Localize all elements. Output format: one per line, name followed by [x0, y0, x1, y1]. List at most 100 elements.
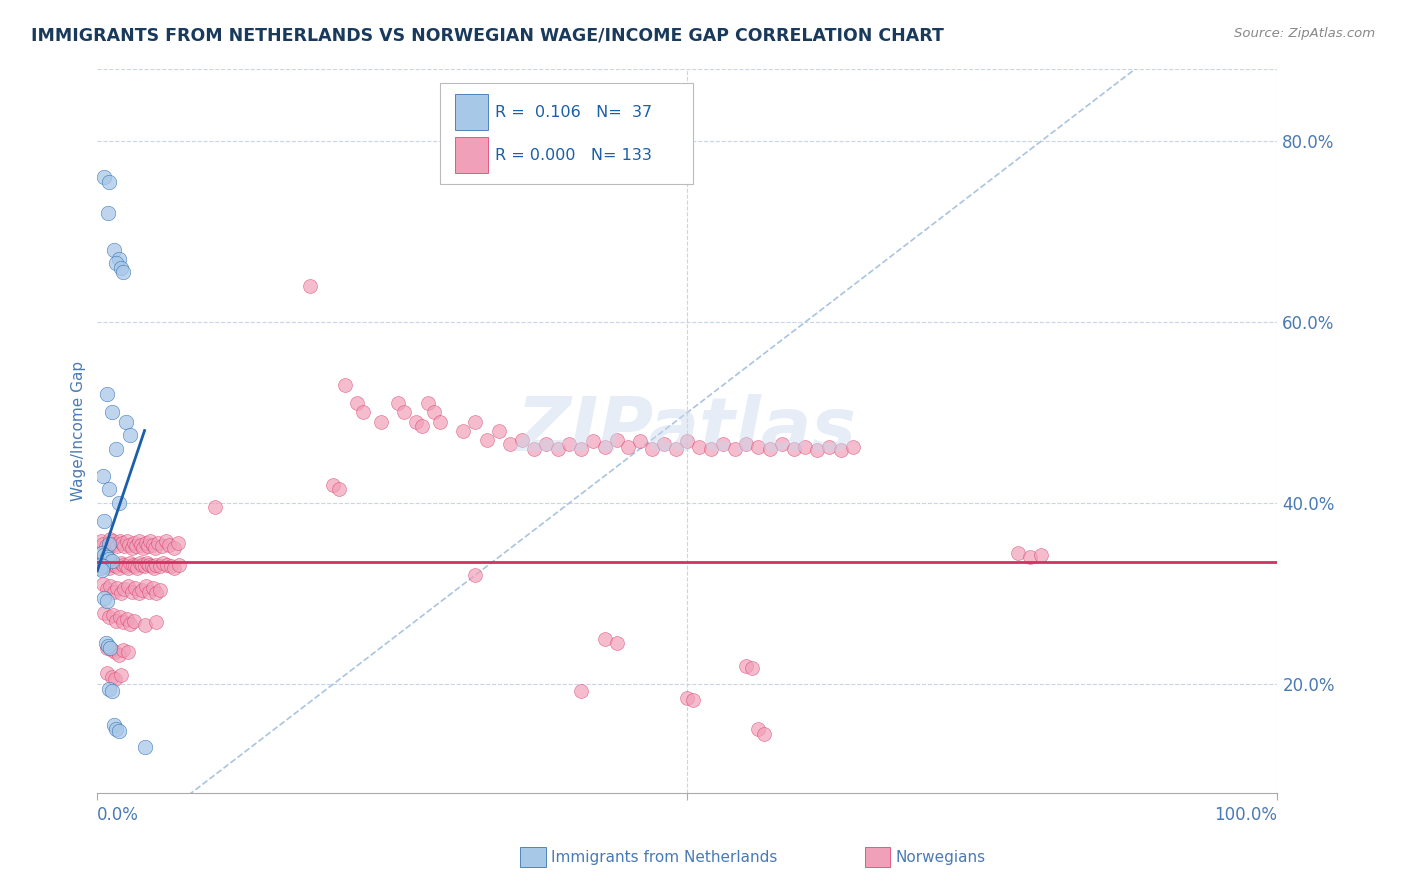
Point: [416, 396, 439, 410]
Point: [112, 642, 135, 657]
Point: [114, 415, 136, 429]
Point: [120, 617, 142, 632]
Point: [93, 549, 115, 563]
Point: [155, 533, 177, 548]
Point: [818, 440, 841, 454]
Point: [166, 536, 188, 550]
Point: [157, 538, 180, 552]
Point: [101, 533, 124, 548]
Point: [131, 582, 153, 597]
Point: [93, 607, 115, 621]
Point: [138, 558, 160, 572]
Point: [664, 442, 686, 456]
Point: [163, 561, 186, 575]
Point: [593, 440, 616, 454]
Point: [1018, 550, 1040, 565]
Point: [112, 615, 135, 630]
Point: [105, 442, 128, 456]
Point: [682, 693, 704, 707]
Point: [735, 437, 758, 451]
Text: IMMIGRANTS FROM NETHERLANDS VS NORWEGIAN WAGE/INCOME GAP CORRELATION CHART: IMMIGRANTS FROM NETHERLANDS VS NORWEGIAN…: [31, 27, 943, 45]
Point: [107, 648, 129, 662]
Text: R =  0.106   N=  37: R = 0.106 N= 37: [495, 104, 652, 120]
Point: [422, 405, 444, 419]
Point: [141, 559, 163, 574]
Point: [91, 559, 114, 574]
Point: [464, 415, 486, 429]
Point: [98, 681, 121, 696]
Point: [120, 556, 142, 570]
Point: [628, 434, 651, 449]
Point: [122, 614, 145, 628]
Point: [143, 561, 166, 575]
Point: [127, 561, 149, 575]
Point: [606, 433, 628, 447]
Point: [149, 582, 172, 597]
Point: [91, 468, 114, 483]
Point: [125, 540, 148, 554]
Point: [104, 645, 127, 659]
Point: [806, 443, 828, 458]
Point: [89, 561, 111, 575]
Text: Immigrants from Netherlands: Immigrants from Netherlands: [551, 850, 778, 864]
Point: [676, 690, 699, 705]
Point: [105, 614, 128, 628]
Point: [700, 442, 723, 456]
Point: [124, 559, 146, 574]
Point: [759, 442, 782, 456]
Point: [97, 541, 120, 556]
Point: [96, 582, 118, 596]
Point: [105, 256, 128, 270]
Point: [510, 433, 533, 447]
Point: [96, 640, 118, 655]
Point: [91, 537, 114, 551]
Point: [676, 434, 699, 449]
Point: [91, 563, 114, 577]
Point: [107, 581, 129, 595]
Point: [104, 537, 127, 551]
Point: [112, 265, 135, 279]
Point: [322, 478, 344, 492]
Point: [105, 723, 128, 737]
Point: [547, 442, 569, 456]
Point: [115, 612, 138, 626]
Point: [741, 661, 763, 675]
Y-axis label: Wage/Income Gap: Wage/Income Gap: [72, 360, 86, 500]
Point: [464, 568, 486, 582]
Point: [103, 558, 125, 572]
Point: [149, 559, 172, 574]
Text: ZIPatlas: ZIPatlas: [517, 394, 858, 467]
Point: [100, 642, 122, 657]
Point: [98, 640, 121, 655]
Point: [110, 556, 132, 570]
Point: [135, 556, 157, 570]
Point: [94, 636, 117, 650]
Point: [429, 415, 451, 429]
Point: [617, 440, 640, 454]
Point: [134, 740, 156, 755]
Point: [94, 540, 117, 554]
Point: [93, 558, 115, 572]
Point: [131, 558, 153, 572]
Point: [136, 540, 159, 554]
Text: Norwegians: Norwegians: [896, 850, 986, 864]
Point: [1031, 549, 1053, 563]
Point: [134, 618, 156, 632]
Point: [641, 442, 664, 456]
Point: [98, 552, 121, 566]
Point: [132, 541, 155, 556]
Point: [352, 405, 374, 419]
Point: [98, 610, 121, 624]
Point: [111, 536, 134, 550]
Point: [735, 659, 758, 673]
Point: [146, 536, 169, 550]
Point: [606, 636, 628, 650]
Point: [794, 440, 817, 454]
Point: [105, 559, 128, 574]
Point: [688, 440, 710, 454]
Point: [142, 581, 165, 595]
Point: [121, 558, 143, 572]
Point: [121, 541, 143, 556]
Point: [569, 442, 592, 456]
Point: [96, 387, 118, 401]
